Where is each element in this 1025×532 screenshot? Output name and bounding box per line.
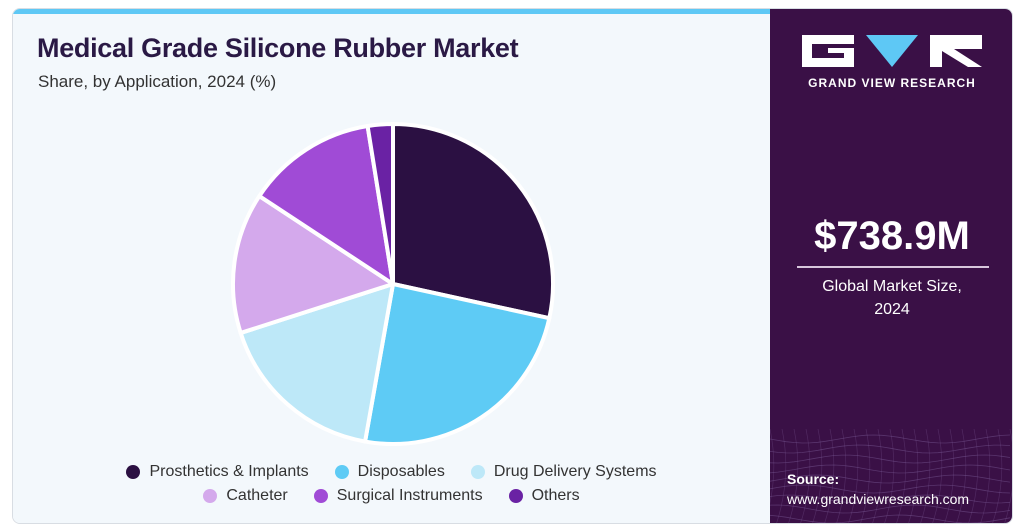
mesh-line — [770, 434, 1011, 444]
mesh-line — [776, 429, 787, 523]
mesh-line — [944, 429, 955, 523]
mesh-line — [908, 429, 919, 523]
pie-slice-disposables — [363, 282, 552, 446]
mesh-line — [770, 464, 1011, 474]
legend-row: Prosthetics & Implants Disposables Drug … — [13, 463, 770, 481]
mesh-line — [848, 429, 859, 523]
mesh-line — [884, 429, 895, 523]
mesh-line — [896, 429, 907, 523]
brand-name: GRAND VIEW RESEARCH — [808, 76, 976, 90]
grand-view-research-logo — [802, 35, 982, 67]
mesh-line — [956, 429, 967, 523]
decorative-mesh — [770, 429, 1012, 523]
mesh-line — [980, 429, 991, 523]
legend-item-catheter: Catheter — [203, 487, 288, 505]
legend-item-others: Others — [508, 487, 580, 505]
legend-swatch — [508, 489, 523, 503]
legend-label: Disposables — [357, 463, 445, 480]
mesh-line — [860, 429, 871, 523]
mesh-line — [770, 429, 775, 505]
chart-title: Medical Grade Silicone Rubber Market — [37, 33, 519, 63]
legend-row: Catheter Surgical Instruments Others — [13, 487, 770, 505]
pie-slice-others — [365, 122, 395, 286]
legend-item-disposables: Disposables — [334, 463, 445, 481]
source-link[interactable]: www.grandviewresearch.com — [787, 491, 970, 507]
legend-label: Others — [531, 487, 580, 504]
legend-item-drug-delivery-systems: Drug Delivery Systems — [470, 463, 657, 481]
mesh-line — [1004, 429, 1012, 523]
market-size-year: 2024 — [874, 301, 910, 318]
legend-swatch — [470, 465, 485, 479]
summary-sidebar: GRAND VIEW RESEARCH $738.9M Global Marke… — [770, 9, 1012, 523]
legend-label: Prosthetics & Implants — [149, 463, 309, 480]
legend-item-surgical-instruments: Surgical Instruments — [313, 487, 483, 505]
chart-legend: Prosthetics & Implants Disposables Drug … — [13, 463, 770, 511]
mesh-line — [800, 429, 811, 523]
legend-swatch — [126, 465, 141, 479]
report-card: Medical Grade Silicone Rubber Market Sha… — [12, 8, 1013, 524]
pie-chart — [231, 122, 555, 446]
mesh-line — [770, 504, 1011, 514]
legend-swatch — [203, 489, 218, 503]
mesh-line — [770, 444, 1011, 454]
pie-slice-prosthetics-implants — [391, 122, 555, 321]
mesh-line — [770, 484, 1011, 494]
market-size-label: Global Market Size, 2024 — [770, 275, 1012, 321]
divider — [797, 266, 989, 268]
market-size-value: $738.9M — [814, 214, 970, 258]
chart-subtitle: Share, by Application, 2024 (%) — [38, 72, 277, 91]
mesh-line — [812, 429, 823, 523]
pie-slice-catheter — [231, 194, 395, 335]
mesh-line — [872, 429, 883, 523]
mesh-line — [770, 514, 1011, 523]
legend-swatch — [313, 489, 328, 503]
legend-item-prosthetics-implants: Prosthetics & Implants — [126, 463, 309, 481]
legend-swatch — [334, 465, 349, 479]
legend-label: Surgical Instruments — [336, 487, 483, 504]
mesh-line — [770, 454, 1011, 464]
mesh-line — [968, 429, 979, 523]
legend-label: Drug Delivery Systems — [493, 463, 657, 480]
chart-panel: Medical Grade Silicone Rubber Market Sha… — [13, 9, 770, 523]
pie-slice-surgical-instruments — [257, 124, 395, 286]
pie-slice-drug-delivery-systems — [238, 282, 395, 444]
mesh-line — [932, 429, 943, 523]
mesh-line — [770, 494, 1011, 504]
mesh-line — [824, 429, 835, 523]
mesh-line — [920, 429, 931, 523]
accent-bar — [13, 9, 770, 14]
mesh-line — [992, 429, 1003, 523]
source-label: Source: — [787, 471, 840, 487]
legend-label: Catheter — [226, 487, 288, 504]
mesh-line — [788, 429, 799, 523]
market-size-label-line: Global Market Size, — [822, 278, 962, 295]
mesh-line — [770, 474, 1011, 484]
mesh-line — [836, 429, 847, 523]
